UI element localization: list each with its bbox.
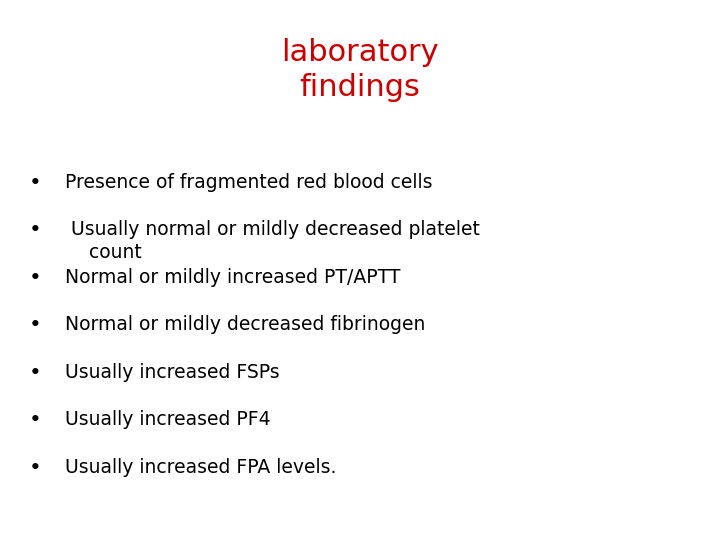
Text: laboratory
findings: laboratory findings [282, 38, 438, 102]
Text: •: • [29, 315, 42, 335]
Text: Normal or mildly increased PT/APTT: Normal or mildly increased PT/APTT [65, 268, 400, 287]
Text: Usually normal or mildly decreased platelet
    count: Usually normal or mildly decreased plate… [65, 220, 480, 262]
Text: Usually increased FPA levels.: Usually increased FPA levels. [65, 458, 336, 477]
Text: •: • [29, 173, 42, 193]
Text: •: • [29, 363, 42, 383]
Text: •: • [29, 458, 42, 478]
Text: Usually increased FSPs: Usually increased FSPs [65, 363, 279, 382]
Text: •: • [29, 220, 42, 240]
Text: Normal or mildly decreased fibrinogen: Normal or mildly decreased fibrinogen [65, 315, 426, 334]
Text: •: • [29, 410, 42, 430]
Text: Usually increased PF4: Usually increased PF4 [65, 410, 271, 429]
Text: •: • [29, 268, 42, 288]
Text: Presence of fragmented red blood cells: Presence of fragmented red blood cells [65, 173, 432, 192]
